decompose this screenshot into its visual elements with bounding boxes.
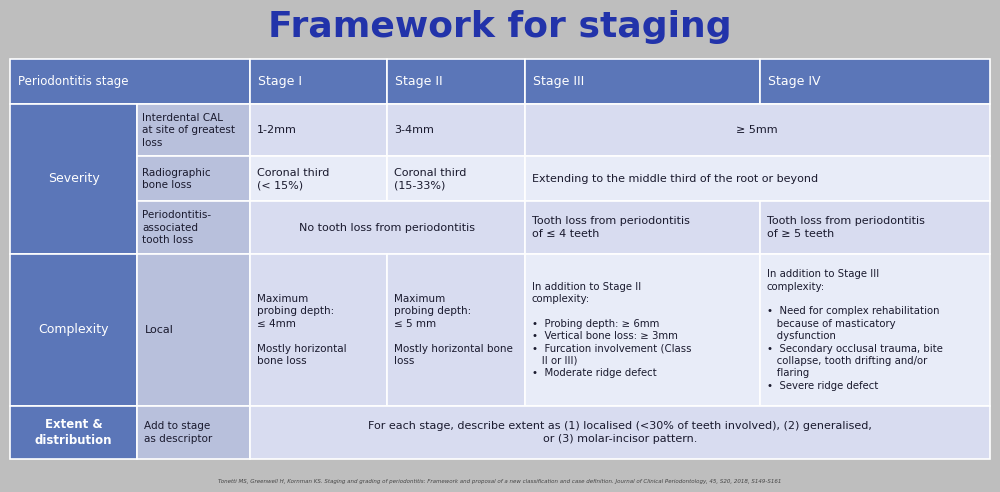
Text: Coronal third
(< 15%): Coronal third (< 15%) <box>257 168 329 190</box>
Bar <box>137 406 250 459</box>
Text: In addition to Stage III
complexity:

•  Need for complex rehabilitation
   beca: In addition to Stage III complexity: • N… <box>767 269 943 391</box>
Text: Stage III: Stage III <box>533 75 584 88</box>
Bar <box>250 59 387 104</box>
Bar <box>525 156 990 201</box>
Text: Periodontitis stage: Periodontitis stage <box>18 75 128 88</box>
Bar <box>250 201 525 254</box>
Text: In addition to Stage II
complexity:

•  Probing depth: ≥ 6mm
•  Vertical bone lo: In addition to Stage II complexity: • Pr… <box>532 281 691 378</box>
Text: 3-4mm: 3-4mm <box>394 125 434 135</box>
Text: Stage IV: Stage IV <box>768 75 820 88</box>
Bar <box>10 254 137 406</box>
Bar <box>760 254 990 406</box>
Bar <box>387 156 524 201</box>
Text: Extent &
distribution: Extent & distribution <box>35 418 112 447</box>
Bar <box>387 254 524 406</box>
Text: Extending to the middle third of the root or beyond: Extending to the middle third of the roo… <box>532 174 818 184</box>
Text: For each stage, describe extent as (1) localised (<30% of teeth involved), (2) g: For each stage, describe extent as (1) l… <box>368 421 872 443</box>
Text: Interdental CAL
at site of greatest
loss: Interdental CAL at site of greatest loss <box>142 113 235 148</box>
Text: No tooth loss from periodontitis: No tooth loss from periodontitis <box>299 222 475 233</box>
Text: Coronal third
(15-33%): Coronal third (15-33%) <box>394 168 467 190</box>
Text: Stage I: Stage I <box>258 75 302 88</box>
Bar <box>525 201 760 254</box>
Bar <box>760 201 990 254</box>
Bar <box>250 156 387 201</box>
Text: Complexity: Complexity <box>38 323 109 337</box>
Bar <box>137 156 250 201</box>
Bar <box>10 104 137 254</box>
Bar <box>250 104 387 156</box>
Text: Tooth loss from periodontitis
of ≤ 4 teeth: Tooth loss from periodontitis of ≤ 4 tee… <box>532 216 689 239</box>
Bar <box>10 59 250 104</box>
Text: 1-2mm: 1-2mm <box>257 125 297 135</box>
Text: ≥ 5mm: ≥ 5mm <box>736 125 778 135</box>
Text: Severity: Severity <box>48 172 100 185</box>
Text: Periodontitis-
associated
tooth loss: Periodontitis- associated tooth loss <box>142 210 212 245</box>
Text: Framework for staging: Framework for staging <box>268 10 732 44</box>
Bar <box>387 59 524 104</box>
Text: Maximum
probing depth:
≤ 4mm

Mostly horizontal
bone loss: Maximum probing depth: ≤ 4mm Mostly hori… <box>257 294 347 366</box>
Text: Add to stage
as descriptor: Add to stage as descriptor <box>144 421 213 443</box>
Bar <box>137 201 250 254</box>
Bar <box>525 104 990 156</box>
Text: Local: Local <box>144 325 173 335</box>
Text: Stage II: Stage II <box>395 75 443 88</box>
Bar <box>760 59 990 104</box>
Text: Radiographic
bone loss: Radiographic bone loss <box>142 168 211 190</box>
Bar <box>137 254 250 406</box>
Text: Tooth loss from periodontitis
of ≥ 5 teeth: Tooth loss from periodontitis of ≥ 5 tee… <box>767 216 925 239</box>
Bar <box>387 104 524 156</box>
Text: Tonetti MS, Greenwell H, Kornman KS. Staging and grading of periodontitis: Frame: Tonetti MS, Greenwell H, Kornman KS. Sta… <box>218 479 782 484</box>
Bar <box>137 104 250 156</box>
Text: Maximum
probing depth:
≤ 5 mm

Mostly horizontal bone
loss: Maximum probing depth: ≤ 5 mm Mostly hor… <box>394 294 513 366</box>
Bar <box>250 406 990 459</box>
Bar <box>10 406 137 459</box>
Bar <box>525 254 760 406</box>
Bar <box>525 59 760 104</box>
Bar <box>250 254 387 406</box>
